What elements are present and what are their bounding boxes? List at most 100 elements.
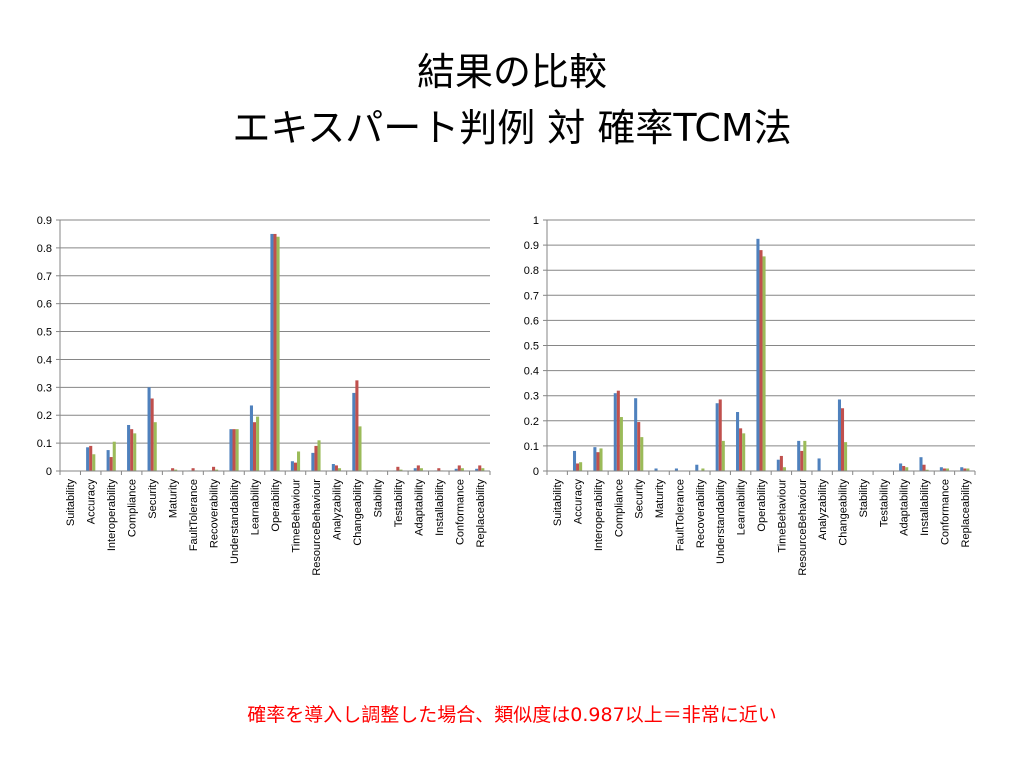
- bar-understandability-series-2: [232, 429, 236, 471]
- bar-learnability-series-1: [249, 405, 253, 471]
- x-tick-label: Changeability: [352, 479, 364, 546]
- y-tick-label: 0.2: [37, 410, 52, 422]
- x-tick-label: Understandability: [229, 479, 241, 564]
- bar-security-series-2: [637, 422, 641, 471]
- x-tick-label: Replaceability: [960, 479, 972, 548]
- x-tick-label: Understandability: [715, 479, 727, 564]
- x-tick-label: Testability: [393, 479, 405, 528]
- bar-interoperability-series-3: [599, 448, 603, 471]
- y-tick-label: 0.9: [37, 215, 52, 227]
- bar-security-series-3: [153, 422, 157, 471]
- bar-replaceability-series-3: [966, 468, 970, 471]
- chart-probabilistic: 0 0.1 0.2 0.3 0.4 0.5 0.6 0.7 0.8 0.9 1 Suitability…: [505, 205, 1005, 575]
- bar-compliance-series-1: [127, 424, 131, 471]
- x-tick-label: Suitability: [65, 479, 77, 527]
- x-tick-label: Changeability: [838, 479, 850, 546]
- bar-learnability-series-3: [256, 416, 260, 471]
- bar-timebehaviour-series-1: [290, 461, 294, 471]
- bar-faulttolerance-series-2: [191, 468, 195, 471]
- bar-compliance-series-1: [613, 393, 617, 471]
- x-tick-label: Analyzability: [817, 479, 829, 541]
- bar-maturity-series-3: [174, 469, 178, 471]
- bar-resourcebehaviour-series-3: [803, 440, 807, 471]
- x-tick-label: Learnability: [736, 479, 748, 536]
- y-tick-label: 0: [533, 466, 539, 478]
- x-tick-label: Interoperability: [593, 479, 605, 552]
- bar-replaceability-series-2: [478, 465, 482, 471]
- y-tick-label: 0.8: [524, 265, 539, 277]
- bar-changeability-series-3: [358, 426, 362, 471]
- bar-learnability-series-2: [252, 422, 257, 471]
- x-tick-label: FaultTolerance: [188, 479, 200, 551]
- y-tick-label: 0.7: [524, 290, 539, 302]
- x-tick-label: ResourceBehaviour: [311, 479, 323, 575]
- y-tick-label: 0.4: [37, 354, 52, 366]
- bar-timebehaviour-series-1: [776, 459, 780, 471]
- y-tick-label: 0.2: [524, 416, 539, 428]
- bar-recoverability-series-1: [695, 464, 699, 471]
- bar-resourcebehaviour-series-2: [800, 450, 804, 471]
- bar-analyzability-series-1: [817, 458, 821, 471]
- chart-expert: 0 0.1 0.2 0.3 0.4 0.5 0.6 0.7 0.8 0.9 Suitability A…: [20, 205, 520, 575]
- bar-accuracy-series-1: [572, 450, 577, 471]
- bar-understandability-series-1: [715, 403, 719, 471]
- y-tick-label: 0.3: [524, 391, 539, 403]
- footnote: 確率を導入し調整した場合、類似度は0.987以上＝非常に近い: [247, 704, 777, 726]
- bar-replaceability-series-2: [963, 468, 967, 471]
- y-tick-label: 0.6: [524, 315, 539, 327]
- bar-accuracy-series-3: [92, 454, 96, 471]
- x-tick-label: Replaceability: [475, 479, 487, 548]
- y-tick-label: 0.7: [37, 271, 52, 283]
- bar-understandability-series-2: [718, 399, 722, 471]
- x-tick-label: Conformance: [454, 479, 466, 545]
- x-tick-label: Analyzability: [331, 479, 343, 541]
- bar-operability-series-2: [273, 233, 277, 471]
- bar-compliance-series-3: [619, 417, 623, 471]
- bar-replaceability-series-1: [475, 468, 479, 471]
- bar-operability-series-1: [756, 238, 760, 471]
- y-tick-label: 0.4: [524, 366, 539, 378]
- chart-expert-svg: 0 0.1 0.2 0.3 0.4 0.5 0.6 0.7 0.8 0.9 Suitability A…: [37, 215, 491, 575]
- bar-accuracy-series-2: [89, 445, 93, 471]
- x-tick-label: ResourceBehaviour: [797, 479, 809, 575]
- title-line-2: エキスパート判例 対 確率TCM法: [232, 106, 792, 150]
- x-tick-label: Accuracy: [573, 479, 585, 525]
- x-tick-label: TimeBehaviour: [290, 479, 302, 553]
- bar-timebehaviour-series-2: [293, 462, 298, 471]
- bar-understandability-series-3: [235, 429, 239, 471]
- bar-timebehaviour-series-2: [779, 455, 783, 471]
- x-tick-label: Conformance: [939, 479, 951, 545]
- bar-installability-series-1: [919, 457, 923, 471]
- bar-compliance-series-3: [133, 433, 137, 471]
- bar-interoperability-series-1: [593, 447, 597, 471]
- bar-analyzability-series-2: [334, 465, 338, 471]
- bar-replaceability-series-3: [481, 468, 485, 471]
- x-tick-label: Maturity: [168, 479, 180, 519]
- x-tick-label: TimeBehaviour: [776, 479, 788, 553]
- bar-security-series-2: [150, 398, 154, 471]
- bar-conformance-series-2: [457, 465, 461, 471]
- bar-operability-series-3: [276, 236, 280, 471]
- bar-analyzability-series-3: [337, 468, 342, 471]
- bar-compliance-series-2: [616, 390, 620, 471]
- x-tick-label: Adaptability: [413, 479, 425, 536]
- bar-changeability-series-2: [355, 380, 359, 471]
- bar-testability-series-3: [399, 469, 403, 471]
- y-tick-label: 0.6: [37, 299, 52, 311]
- bar-resourcebehaviour-series-1: [311, 452, 315, 471]
- bar-recoverability-series-3: [215, 469, 219, 471]
- bar-resourcebehaviour-series-3: [317, 440, 321, 471]
- bar-adaptability-series-2: [416, 465, 420, 471]
- bar-changeability-series-1: [352, 392, 356, 471]
- bar-security-series-3: [640, 437, 644, 471]
- bar-operability-series-3: [762, 256, 766, 471]
- bar-learnability-series-2: [739, 428, 743, 471]
- bar-conformance-series-2: [942, 468, 946, 471]
- bar-installability-series-2: [922, 464, 926, 471]
- bar-understandability-series-1: [229, 429, 233, 471]
- bar-adaptability-series-1: [413, 468, 417, 471]
- y-tick-label: 0: [46, 466, 52, 478]
- bar-resourcebehaviour-series-1: [797, 440, 801, 471]
- x-tick-label: Testability: [878, 479, 890, 528]
- bar-interoperability-series-2: [596, 452, 600, 471]
